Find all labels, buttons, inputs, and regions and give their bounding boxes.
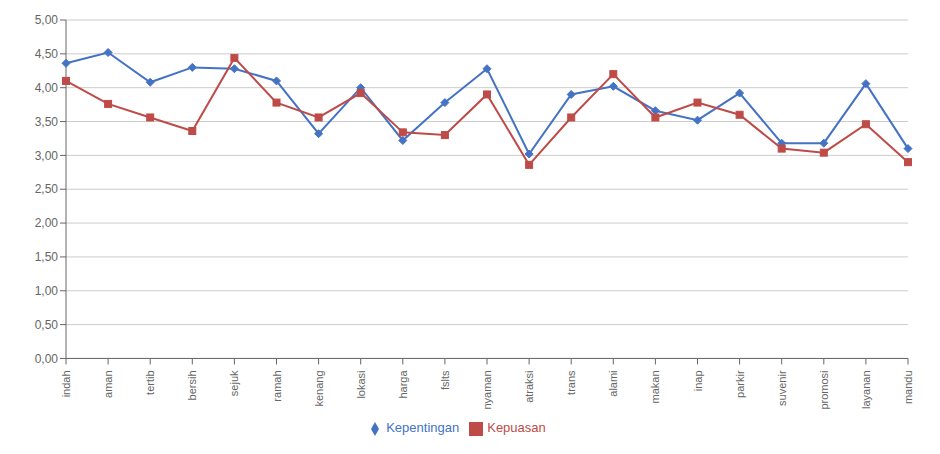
svg-text:3,00: 3,00 xyxy=(35,149,59,163)
html-text:Kepuasan: Kepuasan xyxy=(487,420,546,436)
svg-text:5,00: 5,00 xyxy=(35,13,59,27)
svg-text:indah: indah xyxy=(60,370,72,397)
svg-text:4,50: 4,50 xyxy=(35,47,59,61)
svg-text:0,50: 0,50 xyxy=(35,318,59,332)
svg-text:3,50: 3,50 xyxy=(35,115,59,129)
svg-text:mandu: mandu xyxy=(902,370,914,404)
svg-text:ramah: ramah xyxy=(271,370,283,401)
svg-text:2,00: 2,00 xyxy=(35,216,59,230)
svg-text:makan: makan xyxy=(649,370,661,403)
svg-text:inap: inap xyxy=(692,370,704,391)
svg-text:tertib: tertib xyxy=(144,370,156,394)
svg-text:nyaman: nyaman xyxy=(481,370,493,409)
svg-text:promosi: promosi xyxy=(818,370,830,409)
svg-text:trans: trans xyxy=(565,370,577,395)
html-text:Kepentingan: Kepentingan xyxy=(386,420,460,436)
svg-text:parkir: parkir xyxy=(734,370,746,398)
svg-text:1,00: 1,00 xyxy=(35,284,59,298)
svg-text:layanan: layanan xyxy=(860,370,872,409)
svg-text:lokasi: lokasi xyxy=(355,370,367,398)
svg-text:0,00: 0,00 xyxy=(35,352,59,366)
svg-text:sejuk: sejuk xyxy=(228,370,240,396)
svg-text:suvenir: suvenir xyxy=(776,370,788,406)
svg-text:2,50: 2,50 xyxy=(35,182,59,196)
svg-text:kenang: kenang xyxy=(313,370,325,406)
svg-text:fslts: fslts xyxy=(439,370,451,390)
svg-text:aman: aman xyxy=(102,370,114,398)
svg-text:atraksi: atraksi xyxy=(523,370,535,402)
svg-text:bersih: bersih xyxy=(186,370,198,400)
svg-text:harga: harga xyxy=(397,370,409,399)
svg-text:4,00: 4,00 xyxy=(35,81,59,95)
svg-text:alami: alami xyxy=(607,370,619,396)
svg-text:1,50: 1,50 xyxy=(35,250,59,264)
